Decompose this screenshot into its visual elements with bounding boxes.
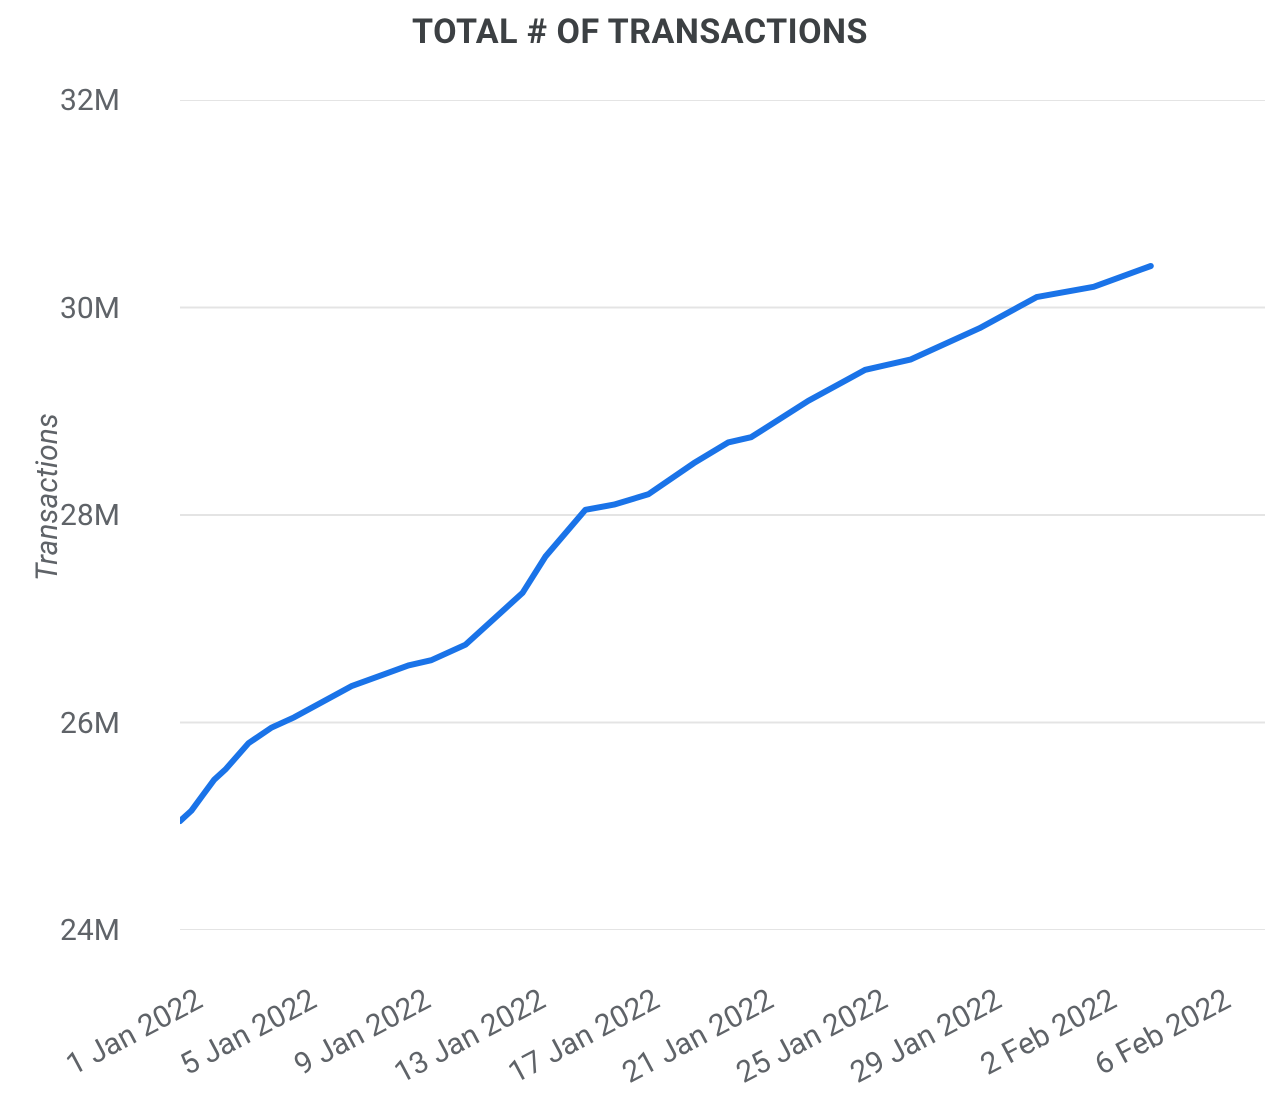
y-tick-label: 24M [60, 913, 120, 948]
chart-title: TOTAL # OF TRANSACTIONS [0, 12, 1280, 52]
y-tick-label: 30M [60, 291, 120, 326]
y-tick-label: 32M [60, 83, 120, 118]
plot-area [180, 100, 1265, 930]
y-tick-label: 26M [60, 706, 120, 741]
transactions-line-chart: TOTAL # OF TRANSACTIONS Transactions 24M… [0, 0, 1280, 1097]
gridlines [180, 100, 1265, 930]
series-line-transactions [180, 266, 1151, 821]
y-tick-label: 28M [60, 498, 120, 533]
